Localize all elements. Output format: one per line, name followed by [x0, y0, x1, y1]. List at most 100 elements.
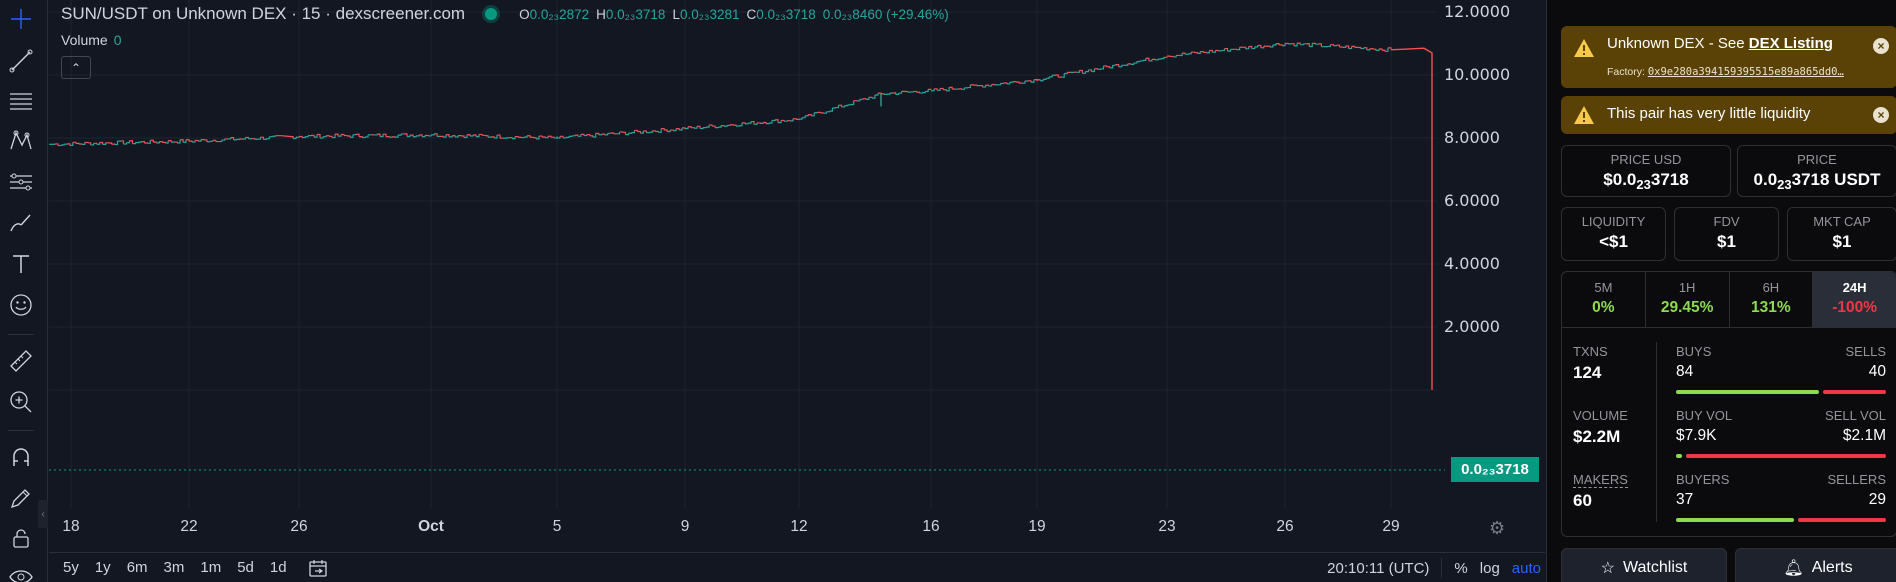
- price-segment: [565, 136, 570, 138]
- collapse-toolbar-button[interactable]: ‹: [38, 500, 48, 528]
- collapse-legend-button[interactable]: ⌃: [61, 56, 91, 79]
- range-button-1m[interactable]: 1m: [200, 559, 222, 576]
- price-segment: [221, 138, 226, 141]
- price-segment: [670, 129, 674, 131]
- price-segment: [1145, 57, 1150, 61]
- lock-icon[interactable]: [4, 521, 38, 555]
- range-button-5y[interactable]: 5y: [63, 559, 79, 576]
- price-segment: [1336, 44, 1341, 48]
- price-segment: [997, 83, 1002, 86]
- time-axis-label: 23: [1158, 518, 1176, 535]
- price-segment: [335, 133, 339, 137]
- chart-settings-gear-icon[interactable]: ⚙: [1489, 518, 1506, 538]
- watchlist-button[interactable]: ☆ Watchlist: [1561, 548, 1727, 582]
- close-icon[interactable]: ×: [1873, 38, 1889, 54]
- price-segment: [162, 141, 166, 143]
- txns-value: 124: [1573, 363, 1602, 382]
- factory-address-link[interactable]: 0x9e280a394159395515e89a865dd0…: [1647, 66, 1844, 78]
- price-segment: [913, 90, 917, 93]
- price-series: [49, 42, 1433, 390]
- warning-text: This pair has very little liquidity: [1607, 105, 1811, 122]
- timeframe-change: -100%: [1832, 299, 1878, 316]
- range-button-1d[interactable]: 1d: [269, 559, 287, 576]
- trend-line-icon[interactable]: [4, 44, 38, 78]
- symbol-title[interactable]: SUN/USDT on Unknown DEX · 15 · dexscreen…: [61, 4, 466, 23]
- price-segment: [811, 112, 815, 117]
- toolbar-divider: [8, 430, 34, 431]
- price-segment: [329, 135, 333, 138]
- sell-vol-bar: [1686, 454, 1886, 458]
- magnet-icon[interactable]: [4, 441, 38, 475]
- range-button-1y[interactable]: 1y: [94, 559, 111, 576]
- zoom-in-icon[interactable]: [4, 385, 38, 419]
- timeframe-tab-6h[interactable]: 6H 131%: [1730, 272, 1814, 327]
- crosshair-icon[interactable]: [4, 2, 38, 36]
- price-usd-value: $0.0233718: [1603, 170, 1689, 192]
- price-segment: [542, 136, 546, 138]
- ohlc-key: C: [746, 6, 757, 22]
- price-segment: [637, 130, 641, 134]
- price-segment: [1157, 58, 1162, 60]
- close-icon[interactable]: ×: [1873, 107, 1889, 123]
- volume-stat: VOLUME $2.2M: [1573, 408, 1628, 447]
- horizontal-lines-icon[interactable]: [4, 84, 38, 118]
- timeframe-tabs: 5M 0% 1H 29.45% 6H 131% 24H -100%: [1561, 271, 1896, 327]
- pattern-icon[interactable]: [4, 124, 38, 158]
- price-segment: [874, 93, 879, 96]
- timeframe-tab-5m[interactable]: 5M 0%: [1562, 272, 1646, 327]
- ohlc-item: C0.0₂₃3718: [747, 7, 816, 22]
- price-segment: [1191, 51, 1195, 53]
- stats-divider: [1656, 342, 1657, 522]
- chart-legend: SUN/USDT on Unknown DEX · 15 · dexscreen…: [61, 4, 949, 24]
- price-segment: [108, 142, 113, 145]
- range-button-3m[interactable]: 3m: [163, 559, 185, 576]
- percent-scale-toggle[interactable]: %: [1454, 559, 1468, 577]
- auto-scale-toggle[interactable]: auto: [1511, 559, 1541, 577]
- range-button-6m[interactable]: 6m: [126, 559, 148, 576]
- price-segment: [826, 111, 830, 113]
- chart-canvas[interactable]: [49, 0, 1545, 552]
- fib-icon[interactable]: [4, 165, 38, 199]
- emoji-icon[interactable]: [4, 288, 38, 322]
- alerts-button[interactable]: 🔔︎ Alerts: [1735, 548, 1896, 582]
- dex-listing-link[interactable]: DEX Listing: [1748, 35, 1833, 52]
- price-segment: [218, 140, 223, 143]
- price-segment: [233, 139, 238, 141]
- buy-vol-label: BUY VOL: [1676, 408, 1733, 423]
- makers-label[interactable]: MAKERS: [1573, 472, 1628, 488]
- price-segment: [380, 134, 384, 138]
- timeframe-label: 1H: [1678, 280, 1696, 295]
- timeframe-tab-24h[interactable]: 24H -100%: [1813, 272, 1896, 327]
- timeframe-label: 24H: [1842, 280, 1867, 295]
- timeframe-change: 0%: [1592, 299, 1615, 316]
- price-segment: [859, 98, 864, 100]
- volume-legend: Volume 0: [61, 32, 122, 48]
- drawing-toolbar: ‹: [0, 0, 48, 582]
- price-segment: [174, 141, 178, 144]
- price-chart[interactable]: SUN/USDT on Unknown DEX · 15 · dexscreen…: [49, 0, 1545, 582]
- timeframe-tab-1h[interactable]: 1H 29.45%: [1646, 272, 1730, 327]
- eye-icon[interactable]: [4, 560, 38, 582]
- sellers-stat: SELLERS 29: [1827, 472, 1886, 509]
- price-segment: [521, 136, 525, 139]
- ruler-icon[interactable]: [4, 344, 38, 378]
- toolbar-divider: [8, 334, 34, 335]
- range-button-5d[interactable]: 5d: [237, 559, 254, 576]
- price-segment: [434, 133, 438, 137]
- text-icon[interactable]: [4, 247, 38, 281]
- sellers-label: SELLERS: [1827, 472, 1886, 487]
- price-segment: [1306, 43, 1310, 47]
- price-segment: [577, 134, 582, 137]
- price-segment: [943, 89, 947, 91]
- log-scale-toggle[interactable]: log: [1479, 559, 1500, 577]
- time-axis-label: 19: [1028, 518, 1046, 535]
- price-segment: [476, 134, 480, 138]
- lock-pencil-icon[interactable]: [4, 481, 38, 515]
- goto-date-calendar-icon[interactable]: [307, 557, 329, 579]
- price-segment: [937, 88, 941, 91]
- utc-clock[interactable]: 20:10:11 (UTC): [1327, 559, 1430, 577]
- price-segment: [802, 115, 806, 119]
- price-segment: [1266, 45, 1271, 48]
- brush-icon[interactable]: [4, 206, 38, 240]
- price-segment: [230, 137, 235, 140]
